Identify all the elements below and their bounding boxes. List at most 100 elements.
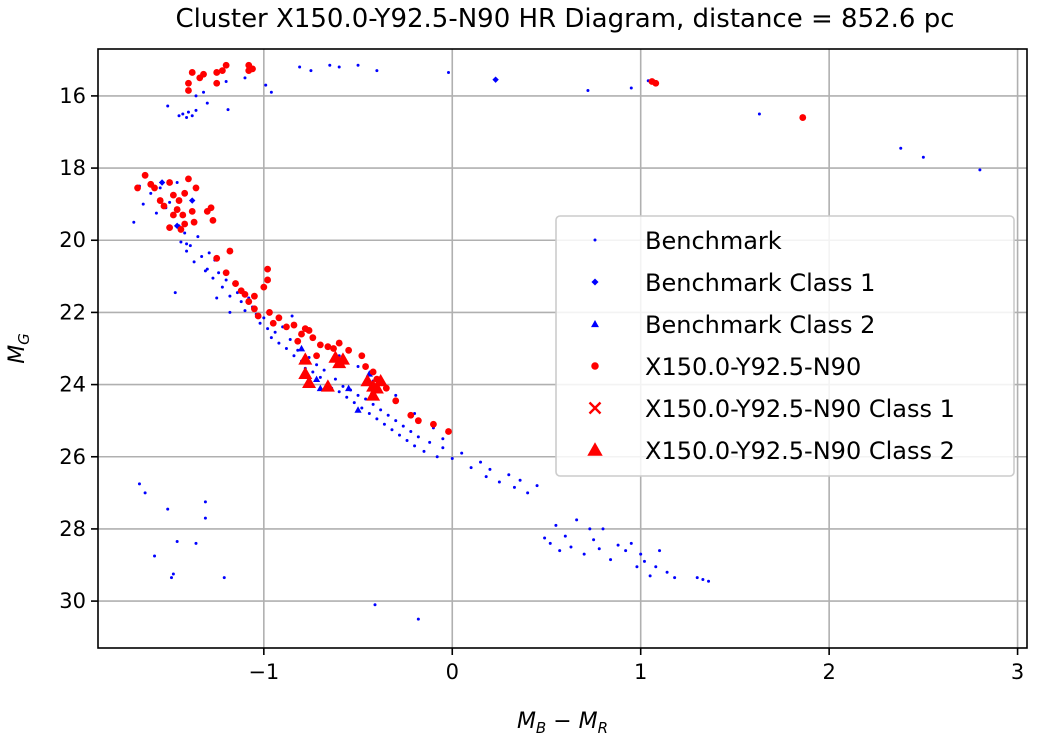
x150-0-y92-5-n90-point [169, 211, 177, 219]
benchmark-point [435, 455, 439, 459]
y-tick-label: 20 [59, 228, 86, 252]
benchmark-point [375, 417, 379, 421]
x150-0-y92-5-n90-point [209, 217, 217, 224]
x150-0-y92-5-n90-point [226, 247, 234, 255]
x150-0-y92-5-n90-class-2-point [298, 352, 313, 365]
x150-0-y92-5-n90-class-2-point [302, 375, 317, 389]
benchmark-point [292, 354, 296, 358]
legend: Benchmark Benchmark Class 1 Benchmark Clas… [555, 215, 1015, 477]
benchmark-point [143, 491, 147, 495]
benchmark-point [284, 347, 288, 350]
benchmark-point [179, 240, 183, 244]
x150-0-y92-5-n90-point [392, 397, 400, 405]
benchmark-point [428, 440, 432, 444]
benchmark-point [196, 235, 200, 239]
benchmark-point [177, 114, 181, 118]
x-tick-label: 2 [822, 660, 835, 684]
benchmark-point [899, 146, 903, 150]
y-tick-label: 30 [59, 589, 86, 613]
benchmark-point [290, 314, 294, 318]
benchmark-point [337, 65, 341, 69]
benchmark-class-1-point [189, 197, 196, 204]
x150-0-y92-5-n90-point [156, 197, 164, 204]
benchmark-point [422, 449, 426, 453]
plot-frame [97, 48, 1028, 649]
x150-0-y92-5-n90-point [177, 226, 185, 233]
benchmark-point [226, 108, 230, 112]
x-axis-label-base-2: M [579, 709, 598, 734]
benchmark-point [215, 296, 219, 300]
benchmark-point [200, 254, 204, 258]
benchmark-point [441, 446, 445, 450]
x150-0-y92-5-n90-point [218, 67, 226, 75]
benchmark-point [203, 516, 207, 520]
benchmark-point [203, 500, 207, 504]
benchmark-point [228, 310, 232, 314]
x150-0-y92-5-n90-point [222, 61, 230, 69]
benchmark-point [211, 276, 215, 280]
y-tick-label: 22 [59, 300, 86, 324]
x-axis-label: MB − MR [517, 709, 608, 737]
benchmark-point [203, 269, 207, 273]
benchmark-point [639, 552, 643, 556]
x150-0-y92-5-n90-point [345, 346, 353, 354]
benchmark-point [695, 576, 699, 580]
x150-0-y92-5-n90-point [175, 197, 183, 204]
benchmark-point [592, 538, 596, 542]
x150-0-y92-5-n90-class-2-point [369, 381, 384, 394]
benchmark-point [202, 90, 206, 94]
benchmark-point [228, 294, 232, 298]
x150-0-y92-5-n90-point [266, 309, 273, 316]
x150-0-y92-5-n90-point [213, 69, 221, 76]
benchmark-point [205, 101, 209, 105]
benchmark-point [309, 69, 313, 73]
x150-0-y92-5-n90-point [305, 327, 313, 334]
benchmark-point [205, 267, 209, 271]
benchmark-point [921, 155, 925, 159]
x150-0-y92-5-n90-point [330, 345, 337, 352]
benchmark-point [288, 337, 292, 341]
benchmark-class-2-point [354, 406, 362, 413]
benchmark-point [665, 570, 669, 574]
x150-0-y92-5-n90-point [200, 70, 207, 78]
x150-0-y92-5-n90-point [160, 202, 168, 210]
x150-0-y92-5-n90-point [222, 269, 230, 277]
benchmark-class-2-point [345, 384, 353, 392]
legend-box [555, 215, 1015, 477]
benchmark-point [629, 86, 633, 90]
benchmark-point [266, 327, 270, 331]
x150-0-y92-5-n90-point [241, 290, 249, 298]
benchmark-point [394, 419, 398, 423]
benchmark-point [269, 90, 273, 94]
x150-0-y92-5-n90-point [264, 276, 271, 284]
x150-0-y92-5-n90-point [185, 175, 192, 183]
benchmark-point [173, 291, 177, 295]
benchmark-point [563, 534, 567, 538]
x150-0-y92-5-n90-point [169, 191, 177, 199]
benchmark-point [390, 428, 394, 432]
x150-0-y92-5-n90-point [358, 352, 366, 360]
legend-label: X150.0-Y92.5-N90 Class 2 [645, 437, 955, 465]
x150-0-y92-5-n90-point [313, 352, 320, 360]
x150-0-y92-5-n90-point [190, 218, 198, 226]
benchmark-point [375, 69, 379, 73]
x150-0-y92-5-n90-point [283, 323, 290, 331]
benchmark-point [575, 518, 579, 522]
benchmark-class-1-point [173, 222, 181, 230]
benchmark-point [398, 433, 402, 437]
benchmark-point [701, 577, 705, 581]
benchmark-point [166, 507, 170, 511]
benchmark-point [512, 485, 516, 489]
benchmark-point [277, 341, 281, 345]
x150-0-y92-5-n90-point [188, 69, 196, 76]
benchmark-point [394, 393, 398, 397]
x150-0-y92-5-n90-point [799, 114, 807, 121]
benchmark-class-1-point [158, 179, 166, 186]
benchmark-point [154, 211, 158, 215]
benchmark-point [535, 484, 539, 488]
x-axis-label-base: M [517, 709, 536, 734]
benchmark-point [360, 406, 364, 410]
benchmark-point [185, 242, 189, 246]
benchmark-point [654, 565, 658, 569]
x150-0-y92-5-n90-point [181, 189, 189, 197]
